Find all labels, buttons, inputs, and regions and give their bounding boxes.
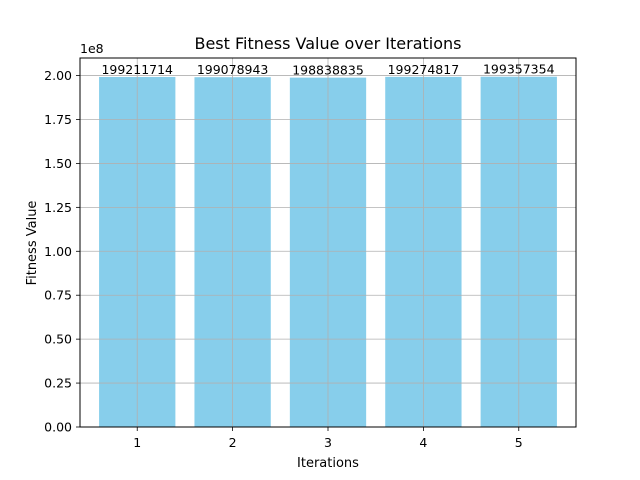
y-tick-label-5: 1.25 <box>44 200 72 215</box>
x-tick-label-3: 3 <box>324 435 332 450</box>
x-tick-label-1: 1 <box>133 435 141 450</box>
data-label-3: 198838835 <box>292 63 364 78</box>
data-label-4: 199274817 <box>388 62 460 77</box>
y-tick-label-3: 0.75 <box>44 288 72 303</box>
y-axis-label: Fitness Value <box>25 201 40 286</box>
y-axis-multiplier: 1e8 <box>80 41 104 56</box>
x-tick-label-4: 4 <box>419 435 427 450</box>
y-tick-label-2: 0.50 <box>44 332 72 347</box>
chart-title: Best Fitness Value over Iterations <box>194 34 461 53</box>
y-tick-label-7: 1.75 <box>44 112 72 127</box>
x-tick-label-5: 5 <box>515 435 523 450</box>
y-tick-label-4: 1.00 <box>44 244 72 259</box>
y-tick-label-0: 0.00 <box>44 420 72 435</box>
data-label-5: 199357354 <box>483 62 555 77</box>
x-axis-label: Iterations <box>297 456 359 471</box>
data-label-1: 199211714 <box>101 62 173 77</box>
ticks-group: 0.00 0.25 0.50 0.75 1.00 1.25 1.50 1.75 2.00 1 2 3 4… <box>44 68 523 450</box>
data-labels-group: 199211714 199078943 198838835 199274817 1993… <box>101 62 554 78</box>
x-tick-label-2: 2 <box>229 435 237 450</box>
y-tick-label-1: 0.25 <box>44 376 72 391</box>
y-tick-label-6: 1.50 <box>44 156 72 171</box>
y-tick-label-8: 2.00 <box>44 68 72 83</box>
data-label-2: 199078943 <box>197 62 269 77</box>
